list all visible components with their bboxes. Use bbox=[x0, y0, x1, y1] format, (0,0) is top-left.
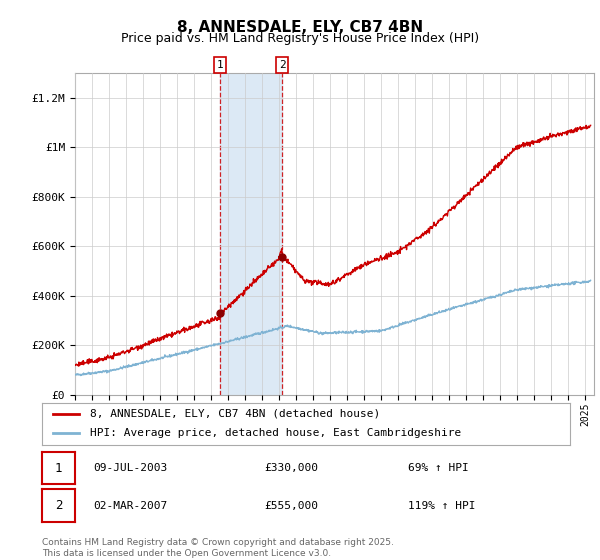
Text: 2: 2 bbox=[279, 60, 286, 70]
Text: 8, ANNESDALE, ELY, CB7 4BN: 8, ANNESDALE, ELY, CB7 4BN bbox=[177, 20, 423, 35]
Text: £330,000: £330,000 bbox=[264, 463, 318, 473]
Text: £555,000: £555,000 bbox=[264, 501, 318, 511]
Text: 8, ANNESDALE, ELY, CB7 4BN (detached house): 8, ANNESDALE, ELY, CB7 4BN (detached hou… bbox=[89, 409, 380, 419]
Text: 09-JUL-2003: 09-JUL-2003 bbox=[93, 463, 167, 473]
Text: 2: 2 bbox=[55, 499, 62, 512]
Text: HPI: Average price, detached house, East Cambridgeshire: HPI: Average price, detached house, East… bbox=[89, 428, 461, 438]
Text: 69% ↑ HPI: 69% ↑ HPI bbox=[408, 463, 469, 473]
Text: Contains HM Land Registry data © Crown copyright and database right 2025.
This d: Contains HM Land Registry data © Crown c… bbox=[42, 538, 394, 558]
Text: 119% ↑ HPI: 119% ↑ HPI bbox=[408, 501, 476, 511]
Text: 1: 1 bbox=[217, 60, 223, 70]
Bar bbox=[220, 73, 282, 395]
Text: 02-MAR-2007: 02-MAR-2007 bbox=[93, 501, 167, 511]
Text: 1: 1 bbox=[55, 461, 62, 475]
Text: Price paid vs. HM Land Registry's House Price Index (HPI): Price paid vs. HM Land Registry's House … bbox=[121, 32, 479, 45]
